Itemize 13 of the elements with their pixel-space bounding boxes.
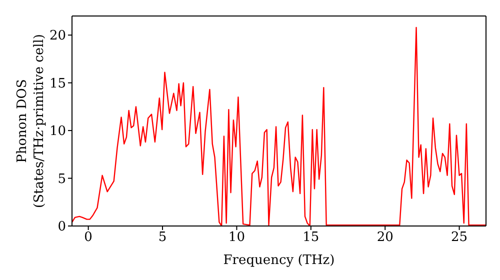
y-tick-label: 5 bbox=[58, 172, 66, 187]
x-tick-label: 15 bbox=[302, 230, 320, 246]
x-tick-label: 5 bbox=[158, 230, 167, 246]
x-tick-label: 25 bbox=[451, 230, 468, 246]
y-tick-label: 20 bbox=[49, 28, 66, 44]
x-tick-label: 0 bbox=[84, 230, 92, 246]
y-tick-label: 0 bbox=[58, 220, 66, 235]
x-tick-label: 10 bbox=[228, 230, 245, 246]
y-tick-label: 10 bbox=[49, 124, 66, 140]
y-tick-label: 15 bbox=[49, 76, 66, 92]
y-axis-title: Phonon DOS (States/THz·primitive cell) bbox=[15, 34, 47, 208]
x-tick-label: 20 bbox=[376, 230, 394, 246]
x-axis-title: Frequency (THz) bbox=[223, 253, 335, 268]
